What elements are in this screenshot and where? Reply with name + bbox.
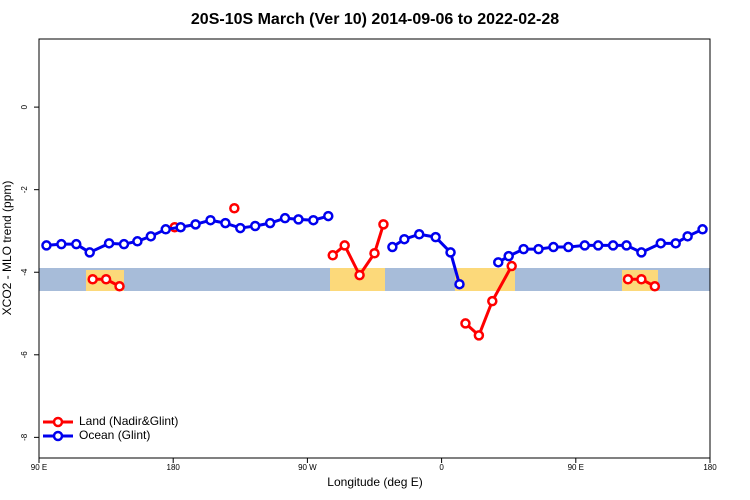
plot-frame [38, 38, 711, 459]
x-tick-label: 90 E [568, 463, 584, 472]
data-point [293, 214, 304, 225]
data-point [533, 243, 544, 255]
data-point [118, 238, 130, 250]
data-point [41, 240, 52, 251]
legend-marker [52, 430, 64, 442]
land-patch [455, 268, 515, 291]
data-point [87, 274, 98, 285]
data-point [132, 236, 143, 247]
legend-label: Land (Nadir&Glint) [79, 414, 178, 428]
data-point [220, 217, 231, 229]
y-tick-label: -2 [20, 186, 29, 194]
data-point [387, 241, 398, 253]
data-point [636, 274, 647, 285]
data-point [229, 203, 240, 214]
x-tick-label: 0 [439, 463, 444, 472]
data-point [378, 219, 389, 230]
y-tick-label: 0 [20, 104, 29, 109]
data-point [682, 231, 693, 242]
y-tick-label: -6 [20, 351, 29, 359]
data-point [114, 281, 125, 292]
data-point [493, 257, 504, 268]
data-point [103, 238, 115, 249]
data-point [621, 240, 632, 251]
data-point [636, 247, 647, 258]
data-point [175, 221, 186, 233]
data-point [279, 212, 291, 224]
x-tick-label: 180 [703, 463, 717, 472]
data-point [160, 224, 171, 235]
data-point [445, 247, 456, 258]
data-point [399, 233, 410, 245]
data-point [84, 247, 95, 258]
data-point [592, 240, 604, 251]
data-point [649, 281, 661, 292]
x-tick-label: 180 [167, 463, 181, 472]
data-point [339, 240, 350, 251]
data-point [205, 214, 216, 226]
data-point [71, 238, 82, 250]
y-tick-label: -4 [20, 268, 29, 276]
data-point [454, 278, 465, 290]
data-point [518, 243, 529, 255]
data-point [249, 220, 261, 232]
data-point [487, 295, 498, 307]
y-tick-label: -8 [20, 433, 29, 441]
data-point [354, 269, 365, 281]
y-axis-label: XCO2 - MLO trend (ppm) [0, 181, 14, 316]
data-point [145, 231, 157, 242]
data-point [308, 214, 319, 226]
x-tick-label: 90 E [31, 463, 47, 472]
data-point [548, 241, 559, 253]
land-mask [39, 268, 710, 291]
legend-marker [52, 416, 64, 428]
data-point [100, 274, 112, 285]
data-point [655, 238, 667, 249]
legend-label: Ocean (Glint) [79, 428, 150, 442]
data-point [670, 238, 681, 249]
data-point [460, 318, 471, 329]
data-point [503, 250, 514, 262]
data-point [190, 219, 201, 230]
data-point [622, 274, 634, 285]
data-point [369, 247, 380, 259]
data-point [473, 330, 485, 341]
data-point [563, 241, 574, 253]
data-point [235, 222, 246, 234]
data-point [413, 229, 425, 240]
x-axis-label: Longitude (deg E) [327, 475, 422, 489]
data-point [430, 231, 441, 243]
data-point [323, 210, 334, 222]
data-point [327, 250, 338, 261]
data-point [607, 240, 619, 251]
chart-title: 20S-10S March (Ver 10) 2014-09-06 to 202… [191, 11, 559, 28]
data-point [56, 238, 67, 250]
x-tick-label: 90 W [298, 463, 317, 472]
data-point [264, 217, 276, 229]
data-point [579, 240, 590, 251]
data-point [506, 260, 517, 272]
data-point [697, 224, 708, 235]
